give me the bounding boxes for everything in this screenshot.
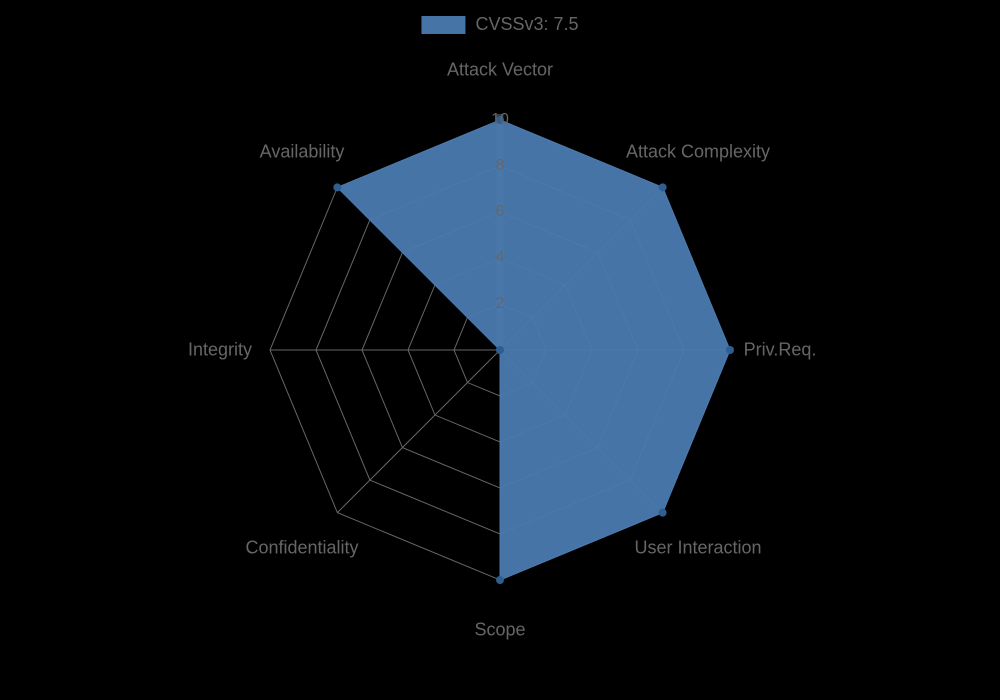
tick-label: 6 <box>496 203 505 221</box>
axis-label: Priv.Req. <box>744 340 817 361</box>
axis-label: Attack Complexity <box>626 142 770 163</box>
tick-label: 10 <box>491 111 509 129</box>
chart-legend: CVSSv3: 7.5 <box>421 14 578 35</box>
axis-label: Availability <box>260 142 345 163</box>
legend-swatch <box>421 16 465 34</box>
radar-chart-svg <box>0 0 1000 700</box>
tick-label: 8 <box>496 157 505 175</box>
axis-label: Attack Vector <box>447 60 553 81</box>
radar-chart-container: CVSSv3: 7.5 2 4 6 8 10 Attack Vector Attack Co… <box>0 0 1000 700</box>
axis-label: Integrity <box>188 340 252 361</box>
axis-label: User Interaction <box>634 537 761 558</box>
axis-label: Confidentiality <box>245 537 358 558</box>
tick-label: 4 <box>496 249 505 267</box>
tick-label: 2 <box>496 295 505 313</box>
legend-label: CVSSv3: 7.5 <box>475 14 578 35</box>
axis-label: Scope <box>474 620 525 641</box>
